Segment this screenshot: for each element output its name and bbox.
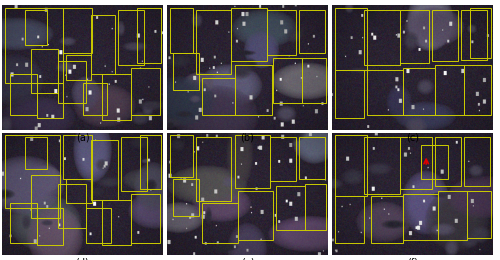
Bar <box>435 65 464 115</box>
Bar <box>66 55 90 80</box>
Bar <box>170 8 193 53</box>
Text: (f): (f) <box>407 257 418 260</box>
Bar <box>232 8 267 61</box>
Bar <box>31 175 60 218</box>
Bar <box>31 49 58 93</box>
Bar <box>438 191 467 240</box>
Bar <box>102 200 131 245</box>
Bar <box>335 70 364 118</box>
Bar <box>400 138 432 189</box>
Bar <box>174 179 199 216</box>
Bar <box>90 15 114 74</box>
Bar <box>174 53 199 90</box>
Bar <box>302 58 326 102</box>
Text: (c): (c) <box>406 133 419 142</box>
Bar <box>276 186 306 230</box>
Bar <box>58 61 86 102</box>
Bar <box>82 83 106 115</box>
Bar <box>10 204 38 243</box>
Bar <box>335 196 364 243</box>
Bar <box>234 135 270 188</box>
Bar <box>5 135 60 208</box>
Bar <box>137 8 162 63</box>
Bar <box>267 10 296 55</box>
Bar <box>5 8 63 83</box>
Bar <box>202 77 234 115</box>
Bar <box>131 68 160 115</box>
Bar <box>38 208 63 245</box>
Bar <box>270 138 296 181</box>
Text: (e): (e) <box>240 257 254 260</box>
Bar <box>121 138 147 191</box>
Bar <box>470 8 492 58</box>
Bar <box>58 184 86 228</box>
Bar <box>63 8 92 53</box>
Bar <box>86 208 112 243</box>
Bar <box>90 140 118 200</box>
Bar <box>10 74 38 115</box>
Bar <box>24 10 47 45</box>
Bar <box>102 74 131 120</box>
Bar <box>118 10 144 65</box>
Bar <box>196 138 232 201</box>
Bar <box>364 10 400 65</box>
Bar <box>196 10 232 74</box>
Text: (b): (b) <box>240 133 254 142</box>
Bar <box>420 145 448 179</box>
Text: (d): (d) <box>76 257 90 260</box>
Bar <box>170 135 193 177</box>
Bar <box>400 10 428 63</box>
Bar <box>464 65 491 115</box>
Bar <box>432 10 458 61</box>
Bar <box>461 10 486 60</box>
Bar <box>435 138 461 186</box>
Bar <box>467 191 491 238</box>
Bar <box>131 194 160 243</box>
Bar <box>234 65 272 115</box>
Bar <box>368 70 403 115</box>
Bar <box>238 191 274 240</box>
Bar <box>38 83 63 118</box>
Bar <box>364 138 400 194</box>
Bar <box>274 58 302 102</box>
Bar <box>299 138 325 179</box>
Bar <box>335 135 368 196</box>
Bar <box>66 179 92 204</box>
Bar <box>464 138 490 186</box>
Text: (a): (a) <box>76 133 90 142</box>
Bar <box>202 204 238 243</box>
Bar <box>403 68 435 115</box>
Bar <box>63 135 92 179</box>
Bar <box>306 184 326 230</box>
Bar <box>403 194 438 240</box>
Bar <box>335 8 368 70</box>
Bar <box>370 196 403 243</box>
Bar <box>140 135 162 189</box>
Bar <box>24 138 47 169</box>
Bar <box>299 10 325 53</box>
